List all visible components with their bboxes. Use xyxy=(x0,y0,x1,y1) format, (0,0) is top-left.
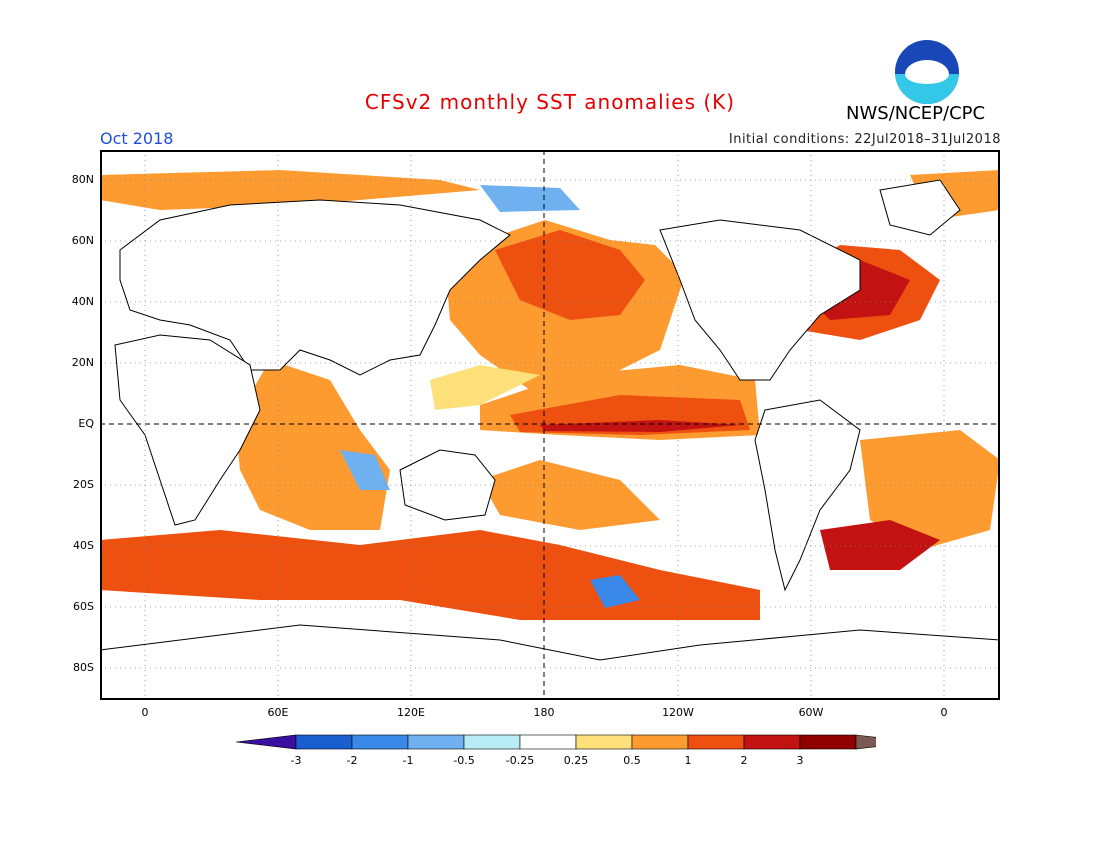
lon-label: 60W xyxy=(798,706,824,719)
lat-label: 80S xyxy=(73,661,94,674)
lat-label: 80N xyxy=(71,173,94,186)
colorbar-swatch xyxy=(687,734,745,750)
logo-text: NOAA xyxy=(910,52,944,63)
warm-anomaly-indian-ocean xyxy=(235,360,390,530)
lat-label: 60S xyxy=(73,600,94,613)
colorbar-tick: 2 xyxy=(740,754,748,767)
colorbar-swatch xyxy=(743,734,801,750)
colorbar-swatch xyxy=(519,734,577,750)
mild-anomaly-pacific xyxy=(430,365,540,410)
lat-label: 40S xyxy=(73,539,94,552)
colorbar-swatch xyxy=(463,734,521,750)
colorbar-tick: 0.25 xyxy=(563,754,589,767)
colorbar-swatch xyxy=(351,734,409,750)
colorbar-tick: -3 xyxy=(290,754,302,767)
colorbar-swatch xyxy=(631,734,689,750)
lat-label: 40N xyxy=(71,295,94,308)
colorbar-tick: -0.5 xyxy=(453,754,475,767)
continents xyxy=(100,179,1000,700)
lon-label: 0 xyxy=(940,706,948,719)
colorbar-tick: 1 xyxy=(684,754,692,767)
colorbar-tick: 0.5 xyxy=(623,754,641,767)
cool-anomaly-indian xyxy=(340,450,390,490)
map-title: CFSv2 monthly SST anomalies (K) xyxy=(364,90,736,114)
lon-label: 180 xyxy=(533,706,555,719)
land-south-america xyxy=(754,399,861,592)
agency-label: NWS/NCEP/CPC xyxy=(846,103,986,124)
lat-label: 60N xyxy=(71,234,94,247)
colorbar-tick: -2 xyxy=(346,754,358,767)
sst-anomaly-map xyxy=(100,150,1000,700)
cool-anomaly-arctic xyxy=(480,185,580,212)
colorbar xyxy=(236,734,876,750)
lon-label: 60E xyxy=(267,706,289,719)
land-north-america xyxy=(659,219,861,381)
anomaly-field xyxy=(100,150,1000,700)
warm-anomaly-north-pacific-core xyxy=(495,230,645,320)
warm-anomaly-south-pacific xyxy=(480,460,660,530)
forecast-month: Oct 2018 xyxy=(100,129,174,148)
logo-bird xyxy=(905,60,949,84)
lon-label: 120E xyxy=(397,706,425,719)
warm-anomaly-nino34 xyxy=(540,420,740,432)
lat-label: 20S xyxy=(73,478,94,491)
cool-anomaly-southern-ocean xyxy=(590,575,640,608)
land-australia xyxy=(399,449,496,521)
lon-label: 120W xyxy=(662,706,694,719)
warm-anomaly-south-atlantic xyxy=(860,430,1000,550)
lon-label: 0 xyxy=(141,706,149,719)
colorbar-swatch xyxy=(407,734,465,750)
land-antarctica xyxy=(100,624,1000,700)
graticule xyxy=(100,150,1000,700)
colorbar-swatch xyxy=(295,734,353,750)
map-frame xyxy=(100,150,1000,700)
noaa-logo: NOAA xyxy=(895,40,959,104)
initial-conditions: Initial conditions: 22Jul2018–31Jul2018 xyxy=(728,132,1001,147)
land-eurasia xyxy=(119,199,511,376)
colorbar-swatch xyxy=(799,734,857,750)
warm-anomaly-south-atlantic-core xyxy=(820,520,940,570)
colorbar-tick: -1 xyxy=(402,754,414,767)
colorbar-extend-low xyxy=(236,734,297,750)
colorbar-tick: 3 xyxy=(796,754,804,767)
colorbar-extend-high xyxy=(855,734,876,750)
lat-label: EQ xyxy=(78,417,94,430)
colorbar-tick: -0.25 xyxy=(505,754,535,767)
colorbar-swatch xyxy=(575,734,633,750)
lat-label: 20N xyxy=(71,356,94,369)
warm-anomaly-southern-ocean xyxy=(100,530,760,620)
land-greenland xyxy=(879,179,961,236)
